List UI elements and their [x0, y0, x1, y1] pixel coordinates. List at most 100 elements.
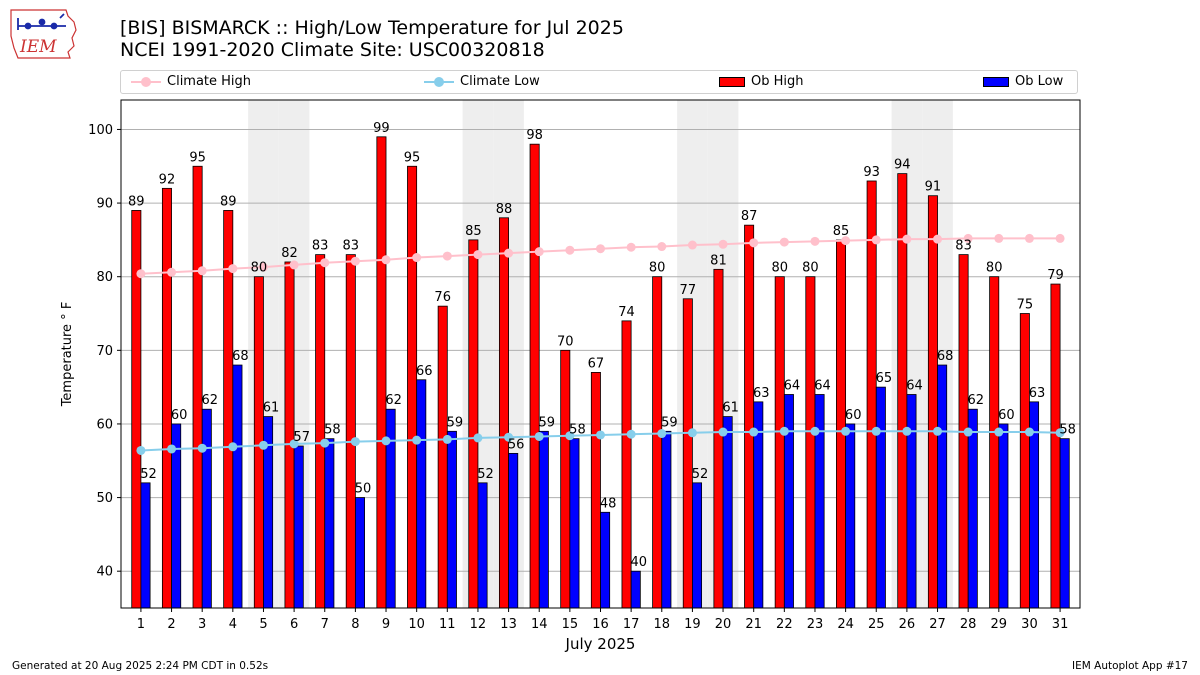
climate-high-point-day-11 [442, 251, 452, 261]
climate-high-point-day-20 [718, 239, 728, 249]
climate-low-point-day-11 [442, 434, 452, 444]
bar-ob-high-day-9 [376, 136, 387, 609]
climate-high-point-day-8 [350, 256, 360, 266]
label-ob-low-day-18: 59 [661, 415, 678, 430]
legend: Climate High Climate Low Ob High Ob Low [120, 70, 1078, 94]
y-axis-label: Temperature ° F [60, 302, 75, 408]
label-ob-high-day-27: 91 [925, 180, 942, 195]
label-ob-high-day-3: 95 [189, 150, 206, 165]
label-ob-high-day-4: 89 [220, 194, 237, 209]
label-ob-low-day-23: 64 [814, 378, 831, 393]
climate-low-point-day-9 [381, 436, 391, 446]
label-ob-high-day-7: 83 [312, 239, 329, 254]
label-ob-high-day-22: 80 [771, 261, 788, 276]
legend-label-climate-low: Climate Low [460, 74, 540, 89]
climate-low-point-day-13 [504, 432, 514, 442]
iowa-state-outline-logo-icon [10, 9, 77, 59]
climate-low-point-day-19 [687, 428, 697, 438]
footer-generated: Generated at 20 Aug 2025 2:24 PM CDT in … [12, 660, 269, 672]
label-ob-low-day-1: 52 [140, 467, 157, 482]
label-ob-high-day-12: 85 [465, 224, 482, 239]
bar-ob-low-day-17 [630, 570, 641, 609]
climate-high-point-day-21 [749, 238, 759, 248]
bar-ob-low-day-6 [293, 445, 304, 609]
xtick-label-14: 14 [531, 617, 548, 632]
label-ob-low-day-2: 60 [171, 408, 188, 423]
xtick-label-31: 31 [1052, 617, 1069, 632]
climate-high-point-day-27 [933, 234, 943, 244]
climate-high-point-day-12 [473, 250, 483, 260]
label-ob-low-day-28: 62 [967, 393, 984, 408]
climate-low-point-day-8 [350, 437, 360, 447]
xtick-label-18: 18 [654, 617, 671, 632]
xtick-label-5: 5 [259, 617, 267, 632]
climate-high-point-day-23 [810, 236, 820, 246]
xtick-label-15: 15 [562, 617, 579, 632]
climate-low-point-day-20 [718, 427, 728, 437]
climate-low-point-day-2 [167, 444, 177, 454]
bar-ob-high-day-30 [1019, 313, 1030, 609]
legend-label-climate-high: Climate High [167, 74, 252, 89]
ytick-label-100: 100 [88, 123, 113, 138]
bar-ob-low-day-15 [569, 438, 580, 609]
bar-ob-low-day-3 [201, 408, 212, 609]
xtick-label-8: 8 [351, 617, 359, 632]
label-ob-high-day-13: 88 [496, 202, 513, 217]
weather-station-icon [17, 13, 66, 30]
climate-high-point-day-7 [320, 258, 330, 268]
legend-item-climate-high: Climate High [131, 74, 251, 89]
climate-low-point-day-21 [749, 427, 759, 437]
label-ob-low-day-13: 56 [508, 437, 525, 452]
label-ob-low-day-20: 61 [722, 401, 739, 416]
bar-ob-high-day-3 [192, 165, 203, 609]
climate-high-point-day-18 [657, 242, 667, 252]
label-ob-high-day-5: 80 [251, 261, 268, 276]
xtick-label-3: 3 [198, 617, 206, 632]
climate-low-point-day-4 [228, 442, 238, 452]
label-ob-high-day-16: 67 [588, 356, 605, 371]
climate-high-point-day-10 [412, 253, 422, 263]
label-ob-low-day-24: 60 [845, 408, 862, 423]
bar-ob-low-day-13 [508, 452, 519, 609]
xtick-label-12: 12 [470, 617, 487, 632]
x-axis-label: July 2025 [565, 635, 636, 653]
footer-app-id: IEM Autoplot App #17 [1072, 660, 1188, 672]
label-ob-high-day-10: 95 [404, 150, 421, 165]
bar-ob-low-day-22 [783, 394, 794, 609]
xtick-label-25: 25 [868, 617, 885, 632]
bar-ob-high-day-20 [713, 268, 724, 609]
xtick-label-22: 22 [776, 617, 793, 632]
label-ob-low-day-8: 50 [355, 482, 372, 497]
climate-high-point-day-28 [963, 233, 973, 243]
bar-ob-low-day-26 [906, 394, 917, 609]
climate-low-point-day-31 [1055, 428, 1065, 438]
bar-ob-low-day-20 [722, 416, 733, 609]
legend-label-ob-high: Ob High [751, 74, 804, 89]
climate-low-point-day-15 [565, 431, 575, 441]
bar-ob-high-day-25 [866, 180, 877, 609]
xtick-label-26: 26 [899, 617, 916, 632]
bar-ob-high-day-16 [590, 372, 601, 609]
label-ob-low-day-9: 62 [385, 393, 402, 408]
label-ob-low-day-10: 66 [416, 364, 433, 379]
label-ob-high-day-24: 85 [833, 224, 850, 239]
label-ob-low-day-27: 68 [937, 349, 954, 364]
bar-ob-low-day-24 [845, 423, 856, 609]
xtick-label-7: 7 [321, 617, 329, 632]
label-ob-high-day-25: 93 [863, 165, 880, 180]
label-ob-high-day-30: 75 [1017, 298, 1034, 313]
bar-ob-high-day-18 [652, 276, 663, 609]
label-ob-high-day-31: 79 [1047, 268, 1064, 283]
label-ob-low-day-12: 52 [477, 467, 494, 482]
climate-low-point-day-14 [534, 431, 544, 441]
bar-ob-low-day-19 [692, 482, 703, 609]
bar-ob-high-day-13 [498, 217, 509, 609]
climate-high-point-day-6 [289, 260, 299, 270]
climate-low-point-day-18 [657, 429, 667, 439]
label-ob-low-day-26: 64 [906, 378, 923, 393]
climate-low-point-day-12 [473, 433, 483, 443]
chart-subtitle: NCEI 1991-2020 Climate Site: USC00320818 [120, 39, 545, 61]
climate-high-point-day-3 [197, 266, 207, 276]
climate-low-point-day-6 [289, 439, 299, 449]
